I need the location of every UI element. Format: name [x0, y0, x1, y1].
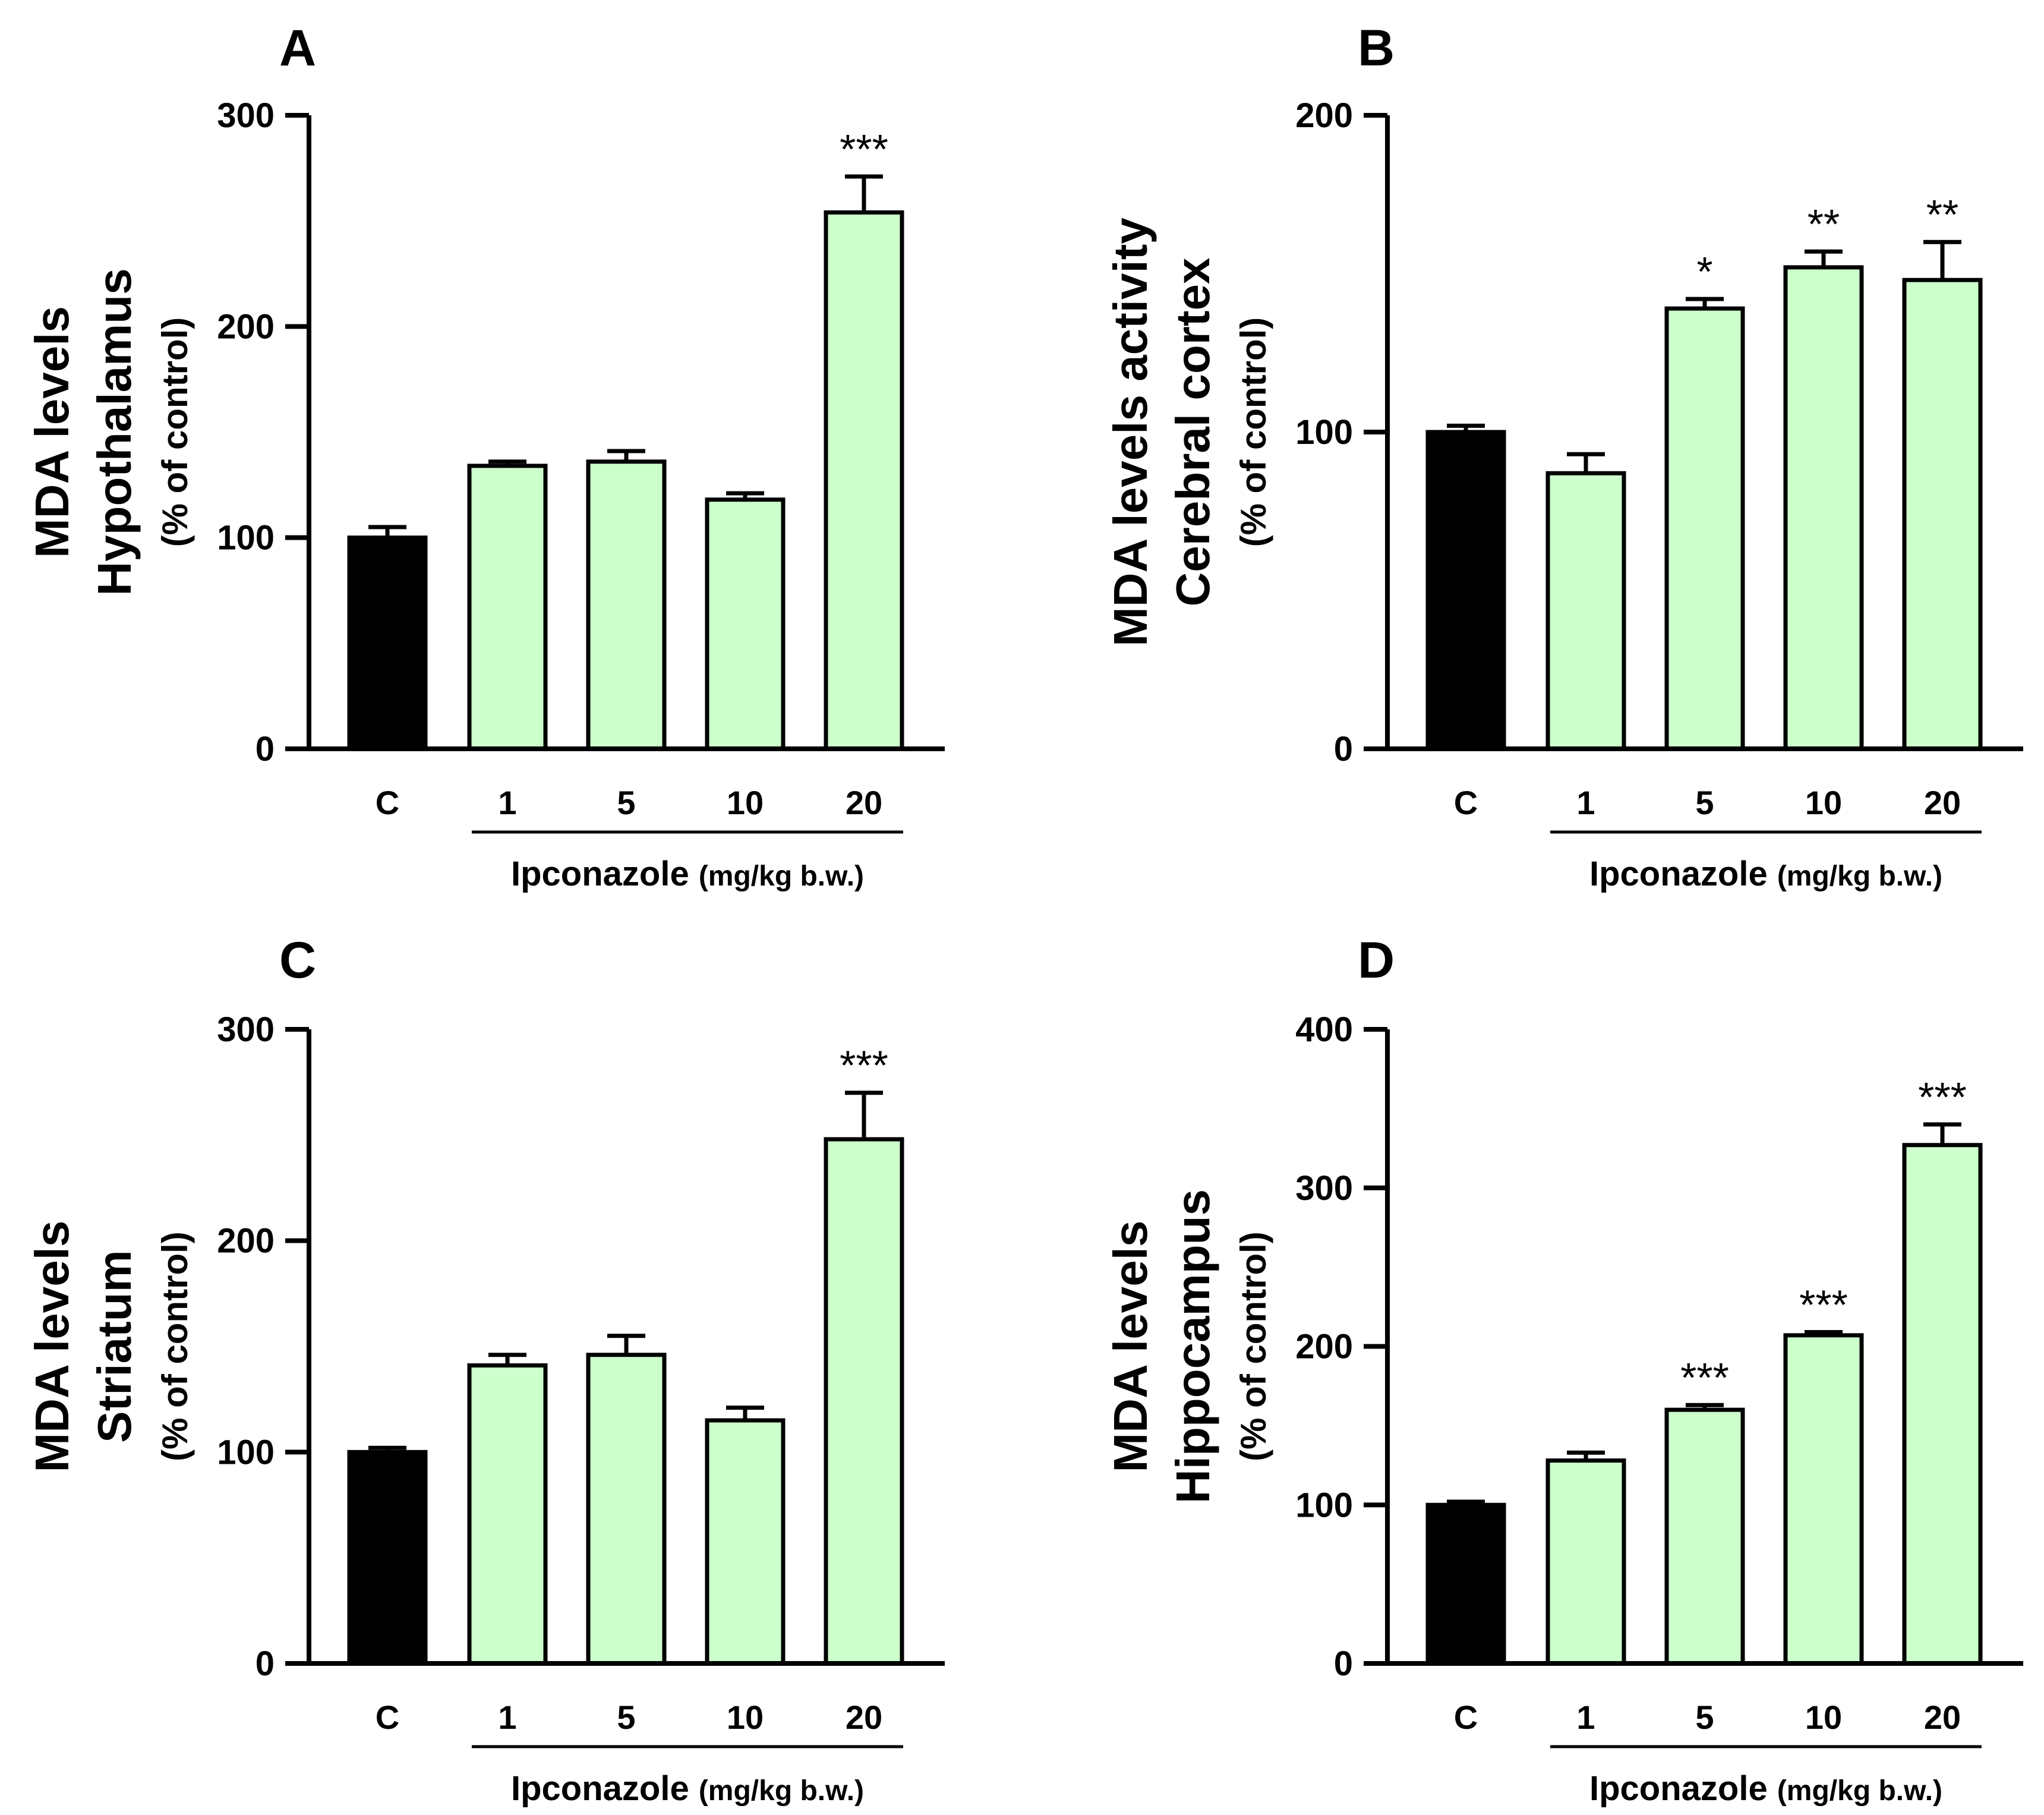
x-axis-title-unit: (mg/kg b.w.)	[699, 861, 864, 892]
x-axis-title: Ipconazole (mg/kg b.w.)	[511, 1769, 864, 1808]
panel-letter: D	[1358, 932, 1395, 989]
x-tick-label: 20	[846, 784, 882, 821]
y-axis-title: Hypothalamus	[88, 268, 141, 595]
bar-C	[1425, 430, 1506, 751]
y-tick-label: 0	[1334, 1644, 1353, 1683]
x-tick-label: 5	[617, 1699, 635, 1736]
y-tick-label: 200	[217, 307, 275, 346]
x-axis-title: Ipconazole (mg/kg b.w.)	[1589, 1769, 1942, 1808]
bar-20	[1902, 278, 1983, 751]
y-tick-label: 200	[1295, 96, 1353, 135]
x-tick-label: 10	[727, 784, 764, 821]
y-axis-title: Hippocampus	[1166, 1189, 1219, 1504]
x-tick-label: 1	[1576, 1699, 1595, 1736]
x-tick-label: 1	[1576, 784, 1595, 821]
x-tick-label: 20	[1924, 1699, 1961, 1736]
bar-5	[1664, 306, 1745, 751]
x-tick-label: 10	[1805, 1699, 1842, 1736]
chart-panel-c: C MDA levels Striatum (% of control) C 1 5 10 **…	[26, 932, 945, 1808]
bar-1	[467, 464, 548, 751]
x-tick-label: C	[376, 1699, 399, 1736]
x-axis-title: Ipconazole (mg/kg b.w.)	[511, 855, 864, 893]
bar-5	[586, 459, 667, 751]
chart-panel-a: A MDA levels Hypothalamus (% of control) C 1 5…	[26, 20, 945, 893]
bar-5	[1664, 1407, 1745, 1666]
y-tick-label: 300	[1295, 1169, 1353, 1208]
significance-label: ***	[1799, 1281, 1848, 1328]
x-tick-label: 20	[846, 1699, 882, 1736]
bar-20	[1902, 1143, 1983, 1666]
panel-letter: A	[279, 20, 316, 77]
bar-10	[1783, 1333, 1864, 1666]
y-tick-label: 100	[217, 519, 275, 557]
bar-C	[347, 1450, 428, 1666]
y-axis-title: MDA levels	[26, 306, 78, 558]
x-axis-title-unit: (mg/kg b.w.)	[1777, 1775, 1942, 1807]
y-axis-subtitle: (% of control)	[155, 317, 195, 547]
bar-10	[705, 1418, 786, 1666]
y-tick-label: 200	[217, 1222, 275, 1261]
bar-10	[705, 497, 786, 751]
bar-1	[1545, 471, 1626, 751]
x-axis-title-unit: (mg/kg b.w.)	[699, 1775, 864, 1807]
x-tick-label: C	[376, 784, 399, 821]
bar-1	[467, 1363, 548, 1666]
significance-label: ***	[840, 1042, 888, 1089]
significance-label: *	[1696, 248, 1712, 295]
x-tick-label: 1	[498, 1699, 516, 1736]
significance-label: ***	[1680, 1354, 1729, 1401]
chart-panel-b: B MDA levels activity Cerebral cortex (% of…	[1104, 20, 2023, 893]
y-axis-title: MDA levels	[26, 1221, 78, 1473]
significance-label: ***	[840, 126, 888, 172]
y-tick-label: 100	[217, 1433, 275, 1471]
x-tick-label: 10	[727, 1699, 764, 1736]
bar-5	[586, 1353, 667, 1666]
x-tick-label: 5	[617, 784, 635, 821]
panel-letter: C	[279, 932, 316, 989]
y-tick-label: 100	[1295, 1486, 1353, 1524]
x-axis-title-main: Ipconazole	[511, 1769, 699, 1808]
x-tick-label: C	[1454, 784, 1478, 821]
y-tick-label: 0	[256, 1644, 275, 1683]
chart-panel-d: D MDA levels Hippocampus (% of control) C 1 **…	[1104, 932, 2023, 1808]
bar-1	[1545, 1458, 1626, 1666]
y-tick-label: 300	[217, 96, 275, 135]
y-tick-label: 100	[1295, 413, 1353, 452]
y-tick-label: 400	[1295, 1010, 1353, 1049]
significance-label: **	[1926, 191, 1958, 238]
y-tick-label: 300	[217, 1010, 275, 1049]
significance-label: **	[1808, 201, 1840, 247]
bar-C	[347, 535, 428, 751]
x-axis-title-unit: (mg/kg b.w.)	[1777, 861, 1942, 892]
significance-label: ***	[1918, 1074, 1967, 1120]
bar-10	[1783, 265, 1864, 751]
bar-C	[1425, 1502, 1506, 1666]
y-tick-label: 200	[1295, 1328, 1353, 1366]
y-axis-title: MDA levels activity	[1104, 218, 1157, 647]
y-axis-subtitle: (% of control)	[1234, 317, 1273, 547]
x-tick-label: 20	[1924, 784, 1961, 821]
y-tick-label: 0	[1334, 730, 1353, 768]
y-axis-title: Cerebral cortex	[1166, 258, 1219, 607]
x-axis-title-main: Ipconazole	[1589, 855, 1777, 893]
x-tick-label: 5	[1695, 1699, 1714, 1736]
x-axis-title: Ipconazole (mg/kg b.w.)	[1589, 855, 1942, 893]
y-axis-title: MDA levels	[1104, 1221, 1157, 1473]
y-tick-label: 0	[256, 730, 275, 768]
y-axis-subtitle: (% of control)	[1234, 1231, 1273, 1461]
x-tick-label: 1	[498, 784, 516, 821]
bar-20	[824, 210, 904, 751]
x-tick-label: 10	[1805, 784, 1842, 821]
y-axis-subtitle: (% of control)	[155, 1231, 195, 1461]
x-tick-label: C	[1454, 1699, 1478, 1736]
x-axis-title-main: Ipconazole	[1589, 1769, 1777, 1808]
x-tick-label: 5	[1695, 784, 1714, 821]
x-axis-title-main: Ipconazole	[511, 855, 699, 893]
panel-letter: B	[1358, 20, 1395, 77]
bar-20	[824, 1137, 904, 1666]
y-axis-title: Striatum	[88, 1250, 141, 1443]
